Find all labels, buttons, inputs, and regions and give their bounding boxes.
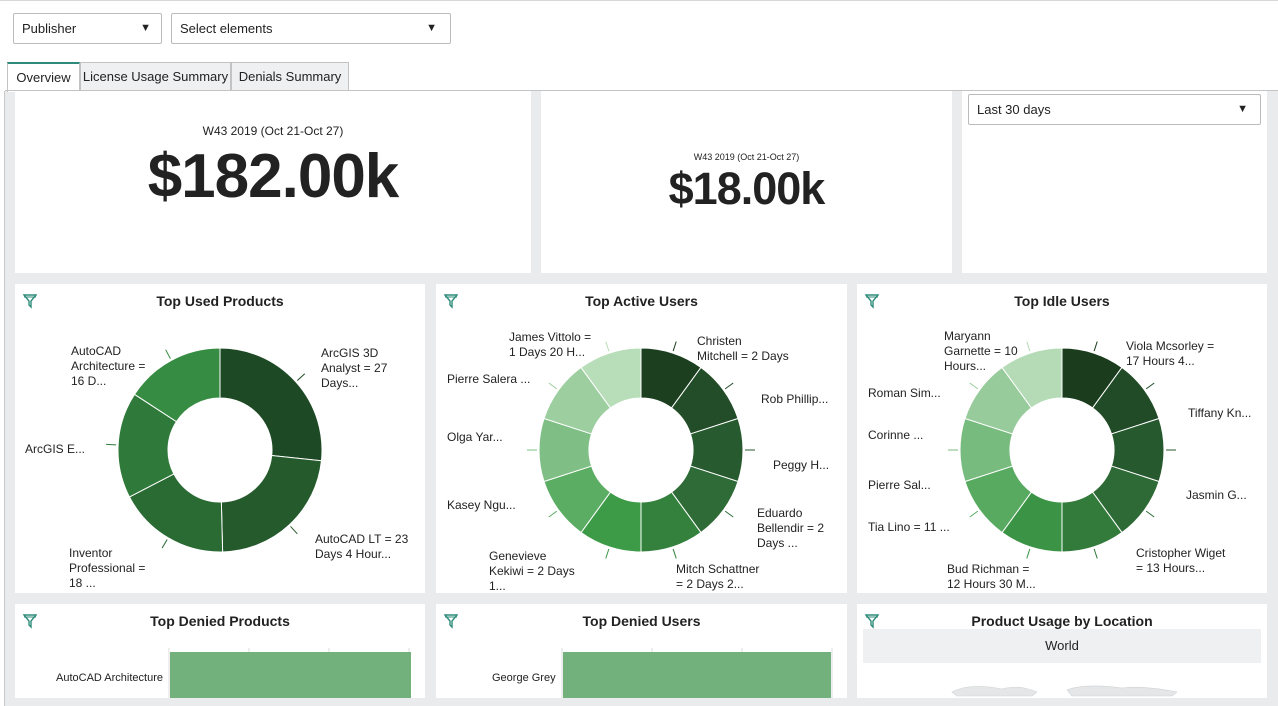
elements-select-value: Select elements — [180, 21, 273, 36]
kpi-card-week: W43 2019 (Oct 21-Oct 27) $18.00k — [541, 91, 952, 273]
top-idle-users-card: Top Idle Users Viola Mcsorley = 17 Hours… — [857, 284, 1267, 593]
leader-line — [1093, 341, 1098, 352]
leader-line — [1145, 510, 1155, 518]
leader-line — [1093, 548, 1098, 559]
leader-line — [605, 548, 610, 559]
slice-label: AutoCAD Architecture = 16 D... — [71, 344, 146, 388]
slice-label: Kasey Ngu... — [447, 498, 516, 512]
bar[interactable] — [170, 652, 411, 698]
leader-line — [724, 510, 734, 518]
leader-line — [548, 382, 558, 390]
donut-chart — [948, 341, 1176, 559]
slice-label: Jasmin G... — [1186, 488, 1247, 502]
slice-label: Christen Mitchell = 2 Days — [697, 334, 789, 363]
kpi-subtitle: W43 2019 (Oct 21-Oct 27) — [693, 152, 800, 162]
bar-label: AutoCAD Architecture — [56, 672, 163, 684]
slice-label: Peggy H... — [773, 458, 830, 472]
leader-line — [296, 373, 306, 381]
product-usage-by-location-card: Product Usage by Location World — [857, 604, 1267, 698]
top-denied-users-card: Top Denied Users George Grey — [436, 604, 847, 698]
kpi-card-total: W43 2019 (Oct 21-Oct 27) $182.00k — [15, 91, 531, 273]
leader-line — [161, 539, 168, 549]
panel-title: Top Denied Users — [582, 613, 701, 629]
slice-label: Bud Richman = 12 Hours 30 M... — [947, 562, 1036, 591]
filter-icon[interactable] — [444, 293, 458, 309]
slice-label: Mitch Schattner = 2 Days 2... — [676, 562, 760, 591]
elements-select[interactable]: Select elements ▼ — [171, 13, 451, 44]
leader-line — [969, 382, 979, 390]
kpi-value: $182.00k — [147, 142, 400, 211]
slice-label: Pierre Salera ... — [447, 372, 531, 386]
leader-line — [1026, 341, 1031, 352]
top-denied-products-card: Top Denied Products AutoCAD Architecture — [15, 604, 425, 698]
panel-title: Product Usage by Location — [971, 613, 1153, 629]
slice-label: Eduardo Bellendir = 2 Days ... — [757, 506, 825, 550]
bar-label: George Grey — [492, 672, 556, 684]
slice-label: Tia Lino = 11 ... — [868, 520, 950, 534]
filter-icon[interactable] — [23, 613, 37, 629]
leader-line — [672, 341, 677, 352]
kpi-subtitle: W43 2019 (Oct 21-Oct 27) — [202, 124, 344, 138]
top-active-users-card: Top Active Users Christen Mitchell = 2 D… — [436, 284, 847, 593]
donut-chart — [106, 347, 323, 553]
slice-label: AutoCAD LT = 23 Days 4 Hour... — [315, 532, 409, 561]
left-edge — [0, 0, 5, 706]
tab-overview[interactable]: Overview — [7, 62, 80, 92]
publisher-select[interactable]: Publisher ▼ — [13, 13, 162, 44]
slice-label: Viola Mcsorley = 17 Hours 4... — [1126, 339, 1215, 368]
date-filter-card: Last 30 days ▼ — [962, 91, 1267, 273]
panel-title: Top Active Users — [585, 293, 698, 309]
leader-line — [548, 510, 558, 518]
leader-line — [1026, 548, 1031, 559]
donut-slice[interactable] — [219, 347, 323, 462]
slice-label: Genevieve Kekiwi = 2 Days 1... — [489, 549, 575, 593]
panel-title: Top Denied Products — [150, 613, 290, 629]
donut-slice[interactable] — [1001, 347, 1063, 409]
slice-label: ArcGIS 3D Analyst = 27 Days... — [321, 346, 388, 390]
slice-label: Roman Sim... — [868, 386, 941, 400]
donut-slice[interactable] — [220, 454, 322, 553]
leader-line — [969, 510, 979, 518]
panel-title: Top Used Products — [156, 293, 284, 309]
bar[interactable] — [563, 652, 831, 698]
top-used-products-card: Top Used Products ArcGIS 3D Analyst = 27… — [15, 284, 425, 593]
date-range-value: Last 30 days — [977, 102, 1051, 117]
leader-line — [290, 526, 298, 535]
donut-slice[interactable] — [133, 347, 221, 423]
filter-icon[interactable] — [865, 293, 879, 309]
chevron-down-icon: ▼ — [1237, 103, 1248, 115]
slice-label: Cristopher Wiget = 13 Hours... — [1136, 546, 1226, 575]
chevron-down-icon: ▼ — [140, 22, 151, 34]
donut-slice[interactable] — [580, 347, 642, 409]
slice-label: Pierre Sal... — [868, 478, 931, 492]
slice-label: Tiffany Kn... — [1188, 406, 1252, 420]
leader-line — [165, 349, 171, 359]
leader-line — [672, 548, 677, 559]
filter-icon[interactable] — [444, 613, 458, 629]
tab-license-usage-summary[interactable]: License Usage Summary — [80, 62, 231, 91]
tab-denials-summary[interactable]: Denials Summary — [231, 62, 349, 91]
leader-line — [1145, 382, 1155, 390]
slice-label: James Vittolo = 1 Days 20 H... — [509, 330, 592, 359]
leader-line — [724, 382, 734, 390]
slice-label: Maryann Garnette = 10 Hours... — [944, 329, 1018, 373]
slice-label: ArcGIS E... — [25, 442, 86, 456]
filter-icon[interactable] — [865, 613, 879, 629]
filter-icon[interactable] — [23, 293, 37, 309]
publisher-select-value: Publisher — [22, 21, 77, 36]
slice-label: Olga Yar... — [447, 430, 503, 444]
date-range-select[interactable]: Last 30 days ▼ — [968, 94, 1261, 125]
chevron-down-icon: ▼ — [426, 22, 437, 34]
slice-label: Rob Phillip... — [761, 392, 829, 406]
panel-title: Top Idle Users — [1014, 293, 1110, 309]
tab-divider — [5, 90, 1278, 91]
slice-label: Inventor Professional = 18 ... — [69, 546, 146, 590]
world-map[interactable] — [947, 680, 1187, 698]
region-breadcrumb[interactable]: World — [863, 629, 1261, 663]
kpi-value: $18.00k — [668, 163, 826, 214]
donut-chart — [527, 341, 755, 559]
slice-label: Corinne ... — [868, 428, 924, 442]
leader-line — [605, 341, 610, 352]
